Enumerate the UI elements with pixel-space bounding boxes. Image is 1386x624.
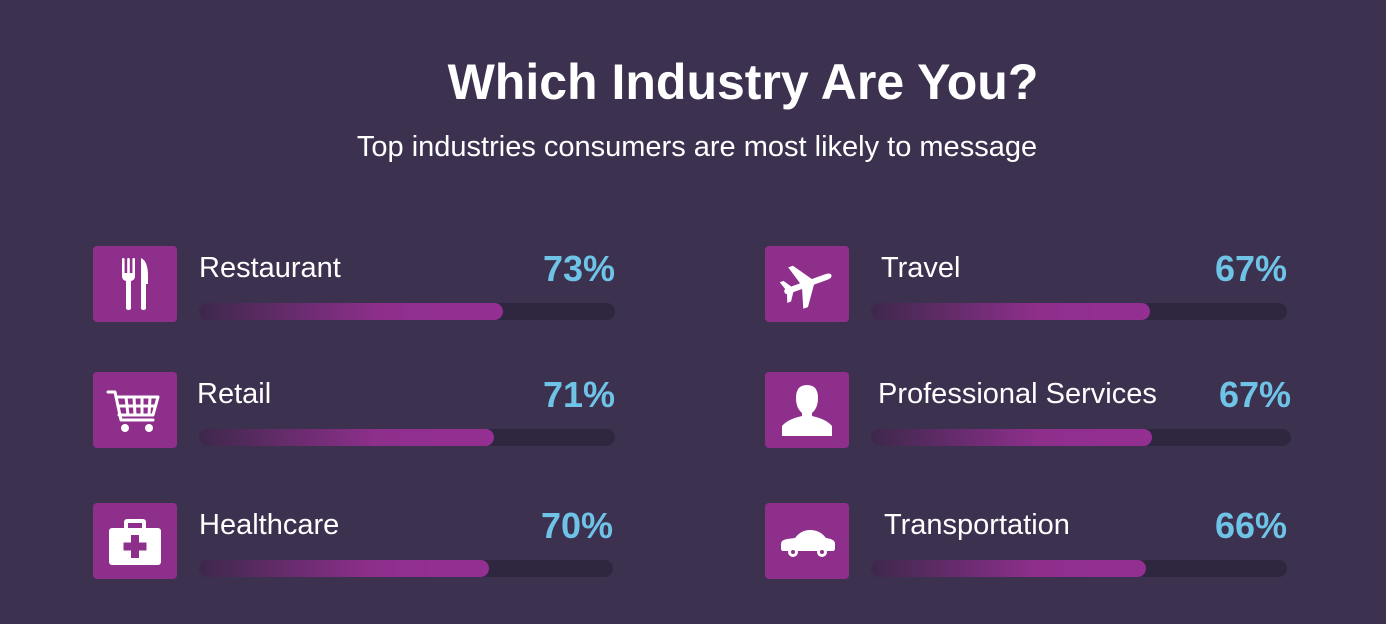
category-label: Professional Services: [878, 378, 1157, 410]
bar-healthcare: [199, 560, 489, 577]
bar-track: [199, 303, 615, 320]
header: Which Industry Are You? Top industries c…: [0, 0, 1386, 200]
fork-knife-icon: [93, 246, 177, 322]
bar-track: [199, 429, 615, 446]
category-label: Restaurant: [199, 252, 341, 284]
category-label: Retail: [197, 378, 272, 410]
bar-track: [871, 303, 1287, 320]
value-label: 67%: [1214, 248, 1287, 289]
category-label: Travel: [881, 252, 961, 284]
bar-track: [871, 560, 1287, 577]
bar-professional-services: [871, 429, 1153, 446]
industry-row-healthcare: Healthcare 70%: [93, 503, 633, 581]
bar-transportation: [871, 560, 1146, 577]
value-label: 70%: [540, 505, 613, 546]
industry-row-restaurant: Restaurant 73%: [93, 246, 633, 324]
value-label: 73%: [542, 248, 615, 289]
value-label: 66%: [1214, 505, 1287, 546]
industry-row-travel: Travel 67%: [765, 246, 1305, 324]
chart-subtitle: Top industries consumers are most likely…: [356, 131, 1038, 163]
bar-track: [871, 429, 1291, 446]
category-label: Transportation: [884, 509, 1070, 541]
bar-track: [199, 560, 613, 577]
chart-title: Which Industry Are You?: [447, 54, 1039, 110]
industry-row-transportation: Transportation 66%: [765, 503, 1305, 581]
category-label: Healthcare: [199, 509, 340, 541]
bar-retail: [199, 429, 495, 446]
person-icon: [765, 372, 849, 448]
car-icon: [765, 503, 849, 579]
industry-row-professional-services: Professional Services 67%: [765, 372, 1305, 450]
industry-row-retail: Retail 71%: [93, 372, 633, 450]
medical-kit-icon: [93, 503, 177, 579]
value-label: 71%: [542, 374, 615, 415]
bar-restaurant: [199, 303, 503, 320]
value-label: 67%: [1218, 374, 1291, 415]
bar-travel: [871, 303, 1150, 320]
shopping-cart-icon: [93, 372, 177, 448]
airplane-icon: [765, 246, 849, 322]
